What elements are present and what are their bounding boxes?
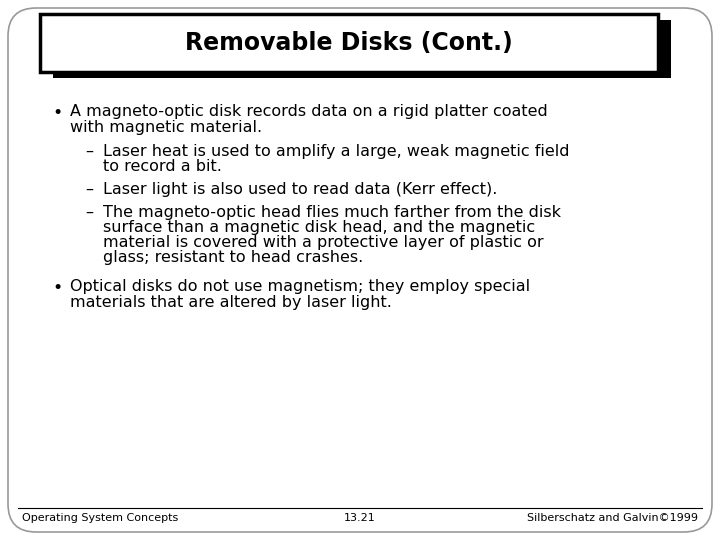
Text: to record a bit.: to record a bit.	[103, 159, 222, 174]
Text: Laser light is also used to read data (Kerr effect).: Laser light is also used to read data (K…	[103, 182, 498, 197]
Text: glass; resistant to head crashes.: glass; resistant to head crashes.	[103, 250, 364, 265]
Text: surface than a magnetic disk head, and the magnetic: surface than a magnetic disk head, and t…	[103, 220, 535, 235]
Text: Silberschatz and Galvin©1999: Silberschatz and Galvin©1999	[527, 513, 698, 523]
Text: material is covered with a protective layer of plastic or: material is covered with a protective la…	[103, 235, 544, 250]
Text: •: •	[52, 104, 62, 122]
Text: 13.21: 13.21	[344, 513, 376, 523]
Text: The magneto-optic head flies much farther from the disk: The magneto-optic head flies much farthe…	[103, 205, 561, 220]
Text: Laser heat is used to amplify a large, weak magnetic field: Laser heat is used to amplify a large, w…	[103, 144, 570, 159]
Text: materials that are altered by laser light.: materials that are altered by laser ligh…	[70, 295, 392, 310]
Text: Optical disks do not use magnetism; they employ special: Optical disks do not use magnetism; they…	[70, 279, 530, 294]
Text: A magneto-optic disk records data on a rigid platter coated: A magneto-optic disk records data on a r…	[70, 104, 548, 119]
Text: –: –	[85, 144, 93, 159]
FancyBboxPatch shape	[8, 8, 712, 532]
Text: Removable Disks (Cont.): Removable Disks (Cont.)	[185, 31, 513, 55]
FancyBboxPatch shape	[40, 14, 658, 72]
Text: •: •	[52, 279, 62, 297]
Text: Operating System Concepts: Operating System Concepts	[22, 513, 179, 523]
Text: with magnetic material.: with magnetic material.	[70, 120, 262, 135]
FancyBboxPatch shape	[53, 20, 671, 78]
Text: –: –	[85, 182, 93, 197]
Text: –: –	[85, 205, 93, 220]
